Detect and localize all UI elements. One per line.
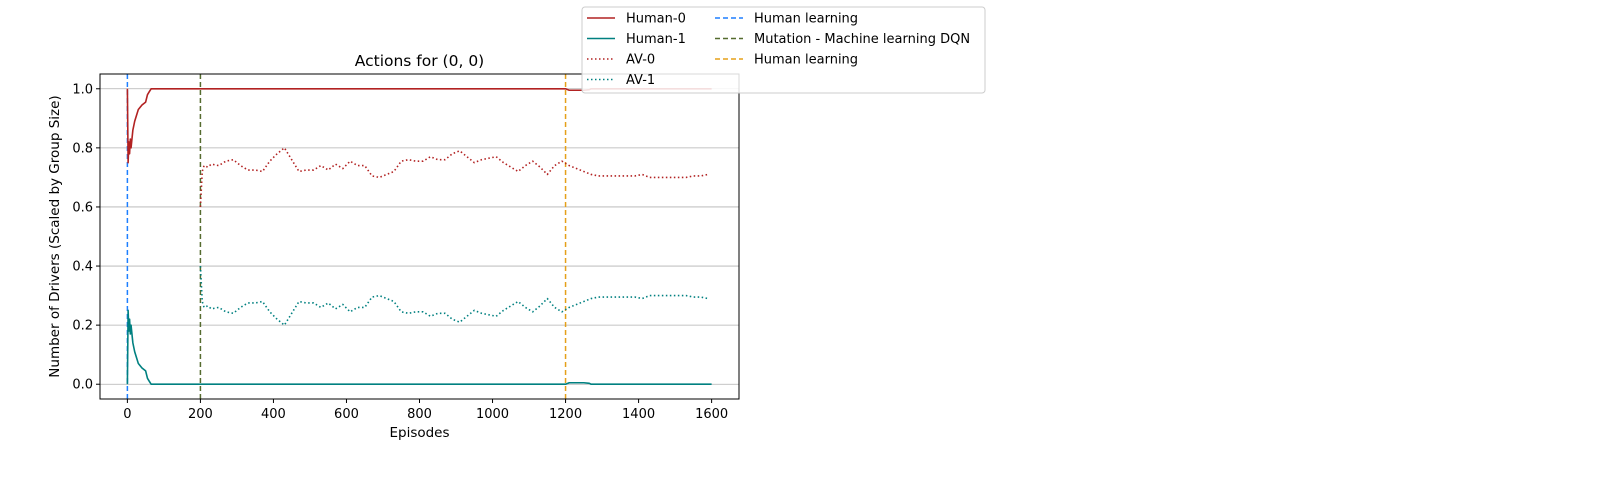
series-layer [126, 87, 712, 386]
y-tick-label: 1.0 [72, 82, 93, 97]
legend-label: Human-1 [626, 32, 686, 47]
x-tick-label: 800 [407, 407, 432, 422]
y-axis-label: Number of Drivers (Scaled by Group Size) [47, 95, 63, 377]
series-human-1 [126, 309, 712, 386]
legend-label: AV-1 [626, 73, 655, 88]
tick-layer: 0.0 0.2 0.4 0.6 0.8 1.0 0 200 400 600 800 1000 1200 1… [72, 82, 728, 422]
legend-label: Human learning [754, 53, 858, 68]
series-human-0 [126, 87, 712, 164]
legend-box [581, 6, 986, 94]
legend-label: Human learning [754, 12, 858, 27]
x-tick-label: 0 [123, 407, 131, 422]
series-av-0 [199, 147, 709, 207]
vertical-markers [126, 74, 567, 399]
plot-frame [99, 73, 740, 400]
x-tick-label: 600 [334, 407, 359, 422]
x-tick-label: 1000 [476, 407, 509, 422]
legend: Human-0 Human-1 AV-0 AV-1 Human learning Muta… [581, 6, 986, 94]
x-tick-label: 1600 [695, 407, 728, 422]
y-tick-label: 0.4 [72, 260, 93, 275]
x-axis-label: Episodes [389, 425, 449, 441]
x-tick-label: 1400 [622, 407, 655, 422]
x-tick-label: 1200 [549, 407, 582, 422]
legend-label: Human-0 [626, 12, 686, 27]
series-av-1 [199, 266, 709, 326]
y-tick-label: 0.6 [72, 200, 93, 215]
y-tick-label: 0.0 [72, 378, 93, 393]
legend-label: Mutation - Machine learning DQN [754, 32, 970, 47]
chart-title: Actions for (0, 0) [355, 52, 484, 70]
x-tick-label: 400 [261, 407, 286, 422]
grid-layer [100, 88, 739, 385]
x-tick-label: 200 [188, 407, 213, 422]
legend-label: AV-0 [626, 53, 655, 68]
y-tick-label: 0.2 [72, 319, 93, 334]
y-tick-label: 0.8 [72, 141, 93, 156]
